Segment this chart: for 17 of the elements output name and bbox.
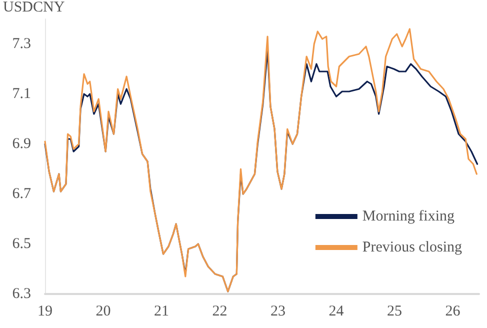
y-axis-title: USDCNY <box>3 0 65 16</box>
y-tick-label: 6.9 <box>12 136 31 152</box>
y-tick-label: 7.3 <box>12 36 31 52</box>
x-tick-label: 23 <box>270 304 286 320</box>
y-tick-label: 6.7 <box>12 186 32 202</box>
x-tick-label: 24 <box>328 304 344 320</box>
legend-label: Morning fixing <box>362 208 455 224</box>
legend-label: Previous closing <box>362 240 462 256</box>
x-tick-label: 19 <box>38 304 52 320</box>
x-tick-label: 25 <box>387 304 402 320</box>
x-tick-label: 21 <box>154 304 170 320</box>
y-tick-label: 6.5 <box>12 236 31 252</box>
y-tick-label: 6.3 <box>12 286 31 302</box>
x-tick-label: 20 <box>96 304 111 320</box>
x-tick-label: 26 <box>445 304 461 320</box>
y-tick-label: 7.1 <box>12 86 31 102</box>
x-tick-label: 22 <box>212 304 228 320</box>
